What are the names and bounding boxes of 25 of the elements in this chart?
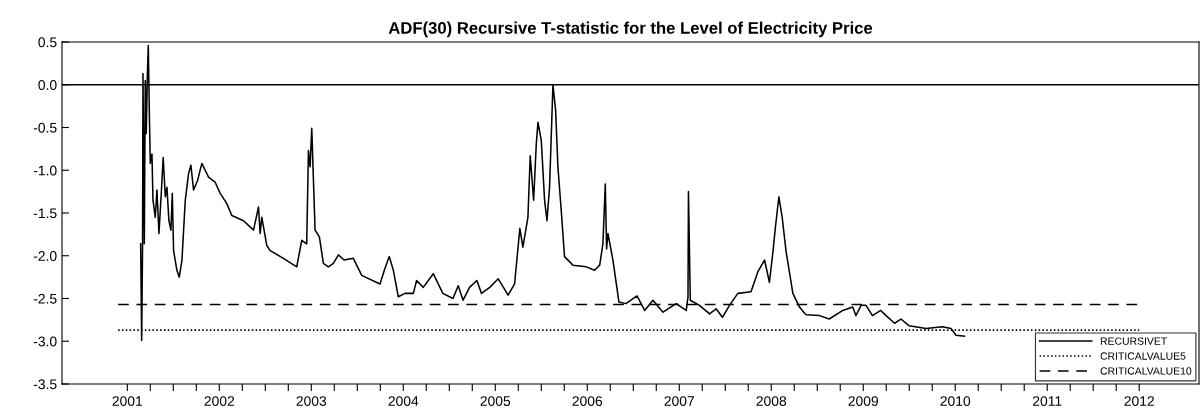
chart-title: ADF(30) Recursive T-statistic for the Level of Electricity Price — [388, 21, 873, 38]
y-tick-label: 0.0 — [38, 80, 57, 90]
x-tick-label: 2012 — [1124, 396, 1154, 407]
x-tick-label: 2004 — [388, 396, 419, 407]
y-tick-label: -1.0 — [33, 165, 57, 176]
x-tick-label: 2002 — [204, 396, 235, 407]
y-tick-label: -0.5 — [33, 122, 57, 133]
x-tick-label: 2005 — [480, 396, 511, 407]
y-tick-label: -2.5 — [33, 293, 57, 304]
x-tick-label: 2009 — [848, 396, 879, 407]
x-tick-label: 2006 — [572, 396, 603, 407]
y-tick-label: -3.0 — [33, 336, 57, 347]
x-tick-label: 2001 — [112, 396, 143, 407]
y-tick-label: -1.5 — [33, 208, 57, 219]
x-tick-label: 2011 — [1032, 396, 1062, 407]
x-tick-label: 2008 — [756, 396, 787, 407]
x-tick-label: 2007 — [664, 396, 695, 407]
y-tick-label: -2.0 — [33, 251, 57, 261]
legend-label: CRITICALVALUE10 — [1100, 367, 1192, 375]
y-tick-label: 0.5 — [38, 37, 57, 48]
legend-label: CRITICALVALUE5 — [1100, 352, 1186, 360]
x-tick-label: 2010 — [940, 396, 971, 407]
legend-label: RECURSIVET — [1100, 337, 1167, 345]
y-tick-label: -3.5 — [33, 379, 57, 390]
x-tick-label: 2003 — [296, 396, 327, 407]
